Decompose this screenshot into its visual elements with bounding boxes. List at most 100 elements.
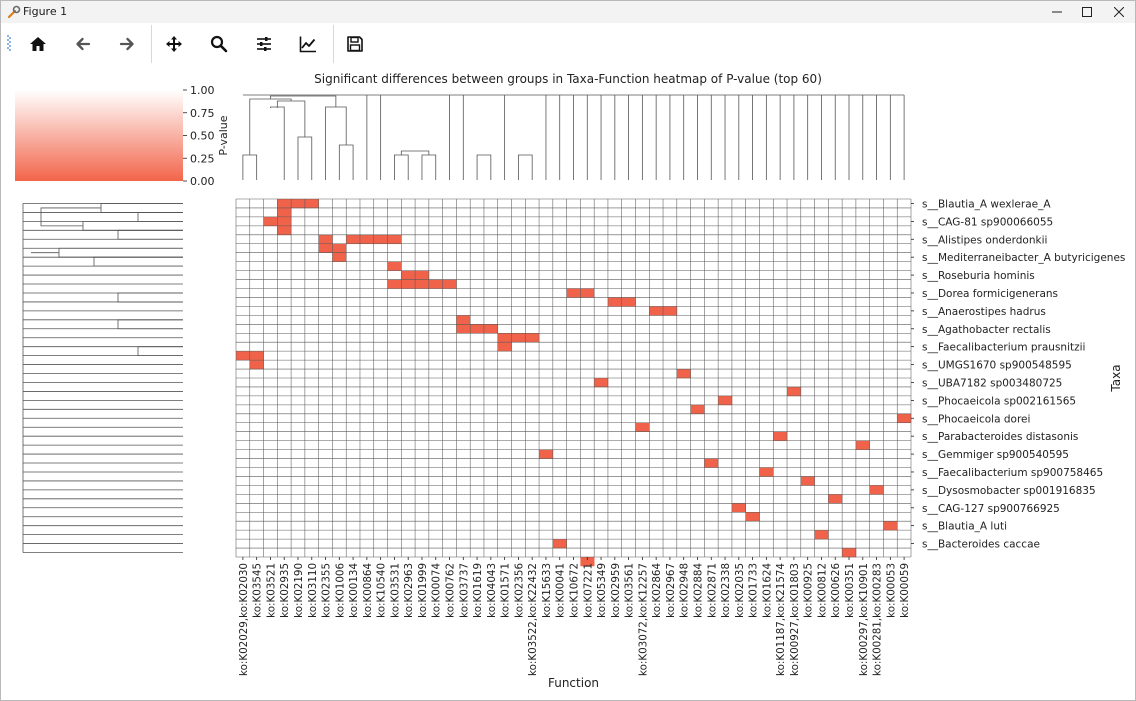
edit-axis-button[interactable] [294, 31, 322, 57]
heatmap-cell [842, 548, 857, 558]
heatmap-cell [497, 333, 512, 343]
x-tick-label: ko:K01619 [472, 563, 484, 618]
figure-canvas: Significant differences between groups i… [1, 65, 1135, 700]
heatmap-cell [566, 288, 581, 298]
zoom-button[interactable] [205, 31, 233, 57]
x-tick-label: ko:K01624 [761, 563, 773, 618]
back-button[interactable] [69, 31, 97, 57]
x-tick-label: ko:K00351 [844, 563, 856, 618]
colorbar [15, 90, 183, 181]
x-tick-label: ko:K03561 [624, 563, 636, 618]
heatmap-cell [745, 512, 760, 522]
heatmap-cell [332, 243, 347, 253]
chart-title: Significant differences between groups i… [314, 72, 822, 86]
toolbar-separator [333, 25, 334, 63]
magnifier-icon [210, 35, 228, 53]
heatmap-cell [277, 207, 292, 218]
x-tick-label: ko:K02338 [720, 563, 732, 618]
plot-area: 1.00 0.75 0.50 0.25 0.00 P-value ko:K02029,k… [15, 84, 1125, 690]
x-tick-label: ko:K02959 [610, 563, 622, 618]
x-tick-label: ko:K03522,ko:K22432 [527, 563, 539, 676]
x-tick-label: ko:K00053 [885, 563, 897, 618]
heatmap-cell [483, 324, 499, 334]
x-tick-label: ko:K10672 [569, 563, 581, 618]
heatmap-cell [787, 386, 802, 397]
heatmap-cell [456, 315, 471, 325]
heatmap-cell [869, 485, 884, 495]
home-icon [30, 37, 46, 51]
pan-button[interactable] [160, 31, 188, 57]
heatmap-cell [663, 306, 678, 316]
y-tick-label: s__Blautia_A luti [922, 521, 1007, 533]
y-tick-label: s__UBA7182 sp003480725 [922, 377, 1062, 389]
x-tick-label: ko:K03545 [252, 563, 264, 618]
heatmap-cell [456, 324, 471, 334]
x-tick-label: ko:K00074 [431, 563, 443, 618]
heatmap-cell [539, 449, 554, 459]
x-tick-label: ko:K07221 [582, 563, 594, 618]
close-button[interactable] [1103, 1, 1135, 23]
minimize-button[interactable] [1041, 1, 1073, 23]
heatmap-cell [897, 413, 912, 424]
y-tick-label: s__Faecalibacterium prausnitzii [922, 342, 1085, 354]
maximize-icon [1082, 7, 1092, 17]
minimize-icon [1052, 11, 1062, 13]
x-tick-label: ko:K03521 [265, 563, 277, 618]
y-tick-labels: s__Blautia_A wexlerae_A s__CAG-81 sp90006… [911, 198, 1125, 551]
navigation-toolbar [1, 23, 1135, 65]
x-tick-label: ko:K00281,ko:K00283 [872, 563, 884, 676]
maximize-button[interactable] [1071, 1, 1103, 23]
arrow-right-icon [119, 37, 134, 51]
heatmap-cell [580, 557, 595, 567]
heatmap-cell [401, 279, 416, 289]
arrow-left-icon [76, 37, 91, 51]
y-tick-label: s__Dorea formicigenerans [922, 288, 1058, 300]
x-tick-label: ko:K02864 [651, 563, 663, 618]
colorbar-tick-label: 0.50 [190, 130, 215, 143]
heatmap-cell [511, 333, 526, 343]
y-tick-label: s__Dysosmobacter sp001916835 [922, 485, 1096, 497]
x-tick-label: ko:K00927,ko:K01803 [789, 563, 801, 676]
x-axis-label: Function [548, 676, 599, 690]
x-tick-label: ko:K01733 [748, 563, 760, 618]
heatmap-cell [304, 199, 319, 209]
heatmap-cell [249, 360, 264, 370]
floppy-disk-icon [347, 36, 363, 52]
heatmap-cell [552, 539, 567, 549]
configure-subplots-button[interactable] [250, 31, 278, 57]
heatmap-cell [428, 279, 443, 289]
x-tick-label: ko:K00626 [830, 563, 842, 618]
heatmap-cell [676, 369, 691, 379]
save-button[interactable] [341, 31, 369, 57]
x-tick-label: ko:K01571 [500, 563, 512, 618]
heatmap-cell [814, 530, 829, 540]
toolbar-separator [151, 25, 152, 63]
y-tick-label: s__Roseburia hominis [922, 270, 1035, 282]
x-tick-label: ko:K02963 [403, 563, 415, 618]
x-tick-labels: ko:K02029,ko:K02030 ko:K03545 ko:K03521 ko:… [238, 557, 911, 676]
colorbar-tick-label: 1.00 [190, 84, 215, 97]
y-tick-label: s__CAG-127 sp900766925 [922, 503, 1060, 515]
home-button[interactable] [24, 31, 52, 57]
heatmap-cell [263, 216, 278, 227]
y-tick-label: s__Bacteroides caccae [922, 539, 1040, 551]
heatmap-cell [607, 297, 623, 307]
colorbar-tick-label: 0.25 [190, 152, 215, 165]
heatmap-cell [731, 503, 746, 513]
x-tick-label: ko:K03110 [307, 563, 319, 618]
y-tick-label: s__CAG-81 sp900066055 [922, 216, 1053, 228]
colorbar-tick-label: 0.75 [190, 107, 215, 120]
heatmap-cell [855, 440, 870, 450]
x-tick-label: ko:K00812 [816, 563, 828, 618]
x-tick-label: ko:K01006 [334, 563, 346, 618]
heatmap-cell [594, 378, 609, 388]
x-tick-label: ko:K00864 [362, 563, 374, 618]
x-tick-label: ko:K02948 [679, 563, 691, 618]
x-tick-label: ko:K05349 [596, 563, 608, 618]
heatmap-cell [442, 279, 457, 289]
x-tick-label: ko:K03737 [458, 563, 470, 618]
forward-button[interactable] [113, 31, 141, 57]
toolbar-grip-icon[interactable] [7, 35, 11, 51]
heatmap-cell [704, 458, 719, 468]
